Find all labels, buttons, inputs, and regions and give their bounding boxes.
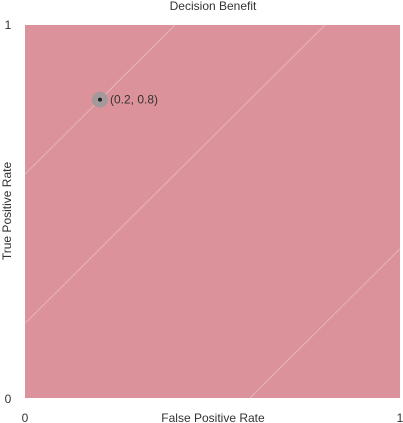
y-tick-label-1: 1 [5,18,12,32]
y-axis-label: True Positive Rate [0,162,14,261]
x-axis-label: False Positive Rate [161,411,265,423]
contour-line-0 [249,248,400,398]
highlight-point-label: (0.2, 0.8) [110,93,158,107]
contour-band-5 [25,25,400,398]
contour-bands [25,25,400,398]
highlight-point [98,97,102,102]
chart-title: Decision Benefit [170,0,257,13]
contour-line-2 [25,25,326,324]
x-tick-label-1: 1 [397,411,403,423]
y-tick-label-0: 0 [5,392,12,406]
highlight-point-group: (0.2, 0.8) [92,91,158,108]
x-tick-label-0: 0 [22,411,29,423]
